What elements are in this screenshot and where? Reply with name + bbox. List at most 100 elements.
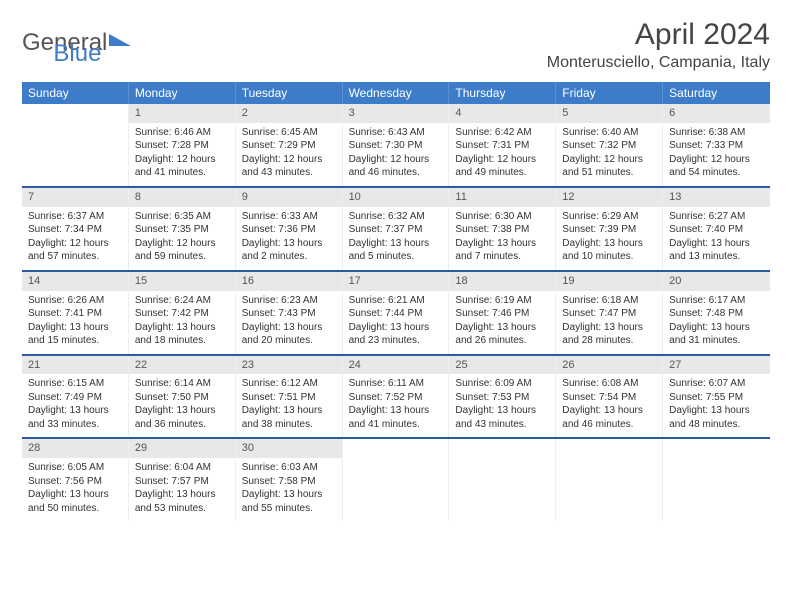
day-cell: 29Sunrise: 6:04 AMSunset: 7:57 PMDayligh… xyxy=(129,439,236,521)
day-number: 28 xyxy=(22,439,128,458)
day-cell xyxy=(556,439,663,521)
day-body: Sunrise: 6:38 AMSunset: 7:33 PMDaylight:… xyxy=(663,123,770,186)
day-number: 24 xyxy=(343,356,449,375)
day-number: 7 xyxy=(22,188,128,207)
sunrise-text: Sunrise: 6:04 AM xyxy=(135,461,229,475)
day-header-row: Sunday Monday Tuesday Wednesday Thursday… xyxy=(22,82,770,104)
day-cell xyxy=(22,104,129,186)
day-number: 4 xyxy=(449,104,555,123)
day-cell: 5Sunrise: 6:40 AMSunset: 7:32 PMDaylight… xyxy=(556,104,663,186)
week-row: 7Sunrise: 6:37 AMSunset: 7:34 PMDaylight… xyxy=(22,188,770,272)
day-cell: 6Sunrise: 6:38 AMSunset: 7:33 PMDaylight… xyxy=(663,104,770,186)
sunset-text: Sunset: 7:41 PM xyxy=(28,307,122,321)
week-row: 21Sunrise: 6:15 AMSunset: 7:49 PMDayligh… xyxy=(22,356,770,440)
daylight-text: Daylight: 13 hours and 31 minutes. xyxy=(669,321,764,348)
day-number: 22 xyxy=(129,356,235,375)
sunrise-text: Sunrise: 6:42 AM xyxy=(455,126,549,140)
day-cell: 11Sunrise: 6:30 AMSunset: 7:38 PMDayligh… xyxy=(449,188,556,270)
day-body: Sunrise: 6:04 AMSunset: 7:57 PMDaylight:… xyxy=(129,458,235,521)
day-body: Sunrise: 6:37 AMSunset: 7:34 PMDaylight:… xyxy=(22,207,128,270)
day-number: 1 xyxy=(129,104,235,123)
sunset-text: Sunset: 7:48 PM xyxy=(669,307,764,321)
day-number: 19 xyxy=(556,272,662,291)
week-row: 1Sunrise: 6:46 AMSunset: 7:28 PMDaylight… xyxy=(22,104,770,188)
sunrise-text: Sunrise: 6:29 AM xyxy=(562,210,656,224)
daylight-text: Daylight: 13 hours and 13 minutes. xyxy=(669,237,764,264)
day-number: 10 xyxy=(343,188,449,207)
day-number: 30 xyxy=(236,439,342,458)
sunrise-text: Sunrise: 6:37 AM xyxy=(28,210,122,224)
daylight-text: Daylight: 13 hours and 55 minutes. xyxy=(242,488,336,515)
day-body: Sunrise: 6:45 AMSunset: 7:29 PMDaylight:… xyxy=(236,123,342,186)
day-number: 14 xyxy=(22,272,128,291)
sunrise-text: Sunrise: 6:11 AM xyxy=(349,377,443,391)
day-body: Sunrise: 6:46 AMSunset: 7:28 PMDaylight:… xyxy=(129,123,235,186)
day-number: 18 xyxy=(449,272,555,291)
day-body: Sunrise: 6:07 AMSunset: 7:55 PMDaylight:… xyxy=(663,374,770,437)
sunset-text: Sunset: 7:51 PM xyxy=(242,391,336,405)
day-cell: 7Sunrise: 6:37 AMSunset: 7:34 PMDaylight… xyxy=(22,188,129,270)
sunrise-text: Sunrise: 6:23 AM xyxy=(242,294,336,308)
sunrise-text: Sunrise: 6:30 AM xyxy=(455,210,549,224)
page-header: General Blue April 2024 Monterusciello, … xyxy=(22,18,770,72)
daylight-text: Daylight: 13 hours and 15 minutes. xyxy=(28,321,122,348)
day-body xyxy=(556,458,662,467)
day-body xyxy=(449,458,555,467)
day-cell: 2Sunrise: 6:45 AMSunset: 7:29 PMDaylight… xyxy=(236,104,343,186)
sunset-text: Sunset: 7:32 PM xyxy=(562,139,656,153)
day-number: 17 xyxy=(343,272,449,291)
day-number: 11 xyxy=(449,188,555,207)
daylight-text: Daylight: 13 hours and 7 minutes. xyxy=(455,237,549,264)
sunrise-text: Sunrise: 6:18 AM xyxy=(562,294,656,308)
sunrise-text: Sunrise: 6:32 AM xyxy=(349,210,443,224)
day-body xyxy=(663,458,770,467)
daylight-text: Daylight: 13 hours and 46 minutes. xyxy=(562,404,656,431)
day-header-thursday: Thursday xyxy=(449,82,556,104)
sunset-text: Sunset: 7:29 PM xyxy=(242,139,336,153)
day-number: 12 xyxy=(556,188,662,207)
day-cell xyxy=(663,439,770,521)
title-block: April 2024 Monterusciello, Campania, Ita… xyxy=(547,18,770,72)
sunset-text: Sunset: 7:49 PM xyxy=(28,391,122,405)
day-cell: 13Sunrise: 6:27 AMSunset: 7:40 PMDayligh… xyxy=(663,188,770,270)
day-number: 5 xyxy=(556,104,662,123)
day-body: Sunrise: 6:40 AMSunset: 7:32 PMDaylight:… xyxy=(556,123,662,186)
daylight-text: Daylight: 12 hours and 49 minutes. xyxy=(455,153,549,180)
daylight-text: Daylight: 12 hours and 43 minutes. xyxy=(242,153,336,180)
daylight-text: Daylight: 13 hours and 50 minutes. xyxy=(28,488,122,515)
sunset-text: Sunset: 7:44 PM xyxy=(349,307,443,321)
day-body: Sunrise: 6:11 AMSunset: 7:52 PMDaylight:… xyxy=(343,374,449,437)
day-header-tuesday: Tuesday xyxy=(236,82,343,104)
sunset-text: Sunset: 7:58 PM xyxy=(242,475,336,489)
day-cell: 14Sunrise: 6:26 AMSunset: 7:41 PMDayligh… xyxy=(22,272,129,354)
sunset-text: Sunset: 7:36 PM xyxy=(242,223,336,237)
sunset-text: Sunset: 7:28 PM xyxy=(135,139,229,153)
day-body: Sunrise: 6:33 AMSunset: 7:36 PMDaylight:… xyxy=(236,207,342,270)
sunrise-text: Sunrise: 6:07 AM xyxy=(669,377,764,391)
day-cell: 21Sunrise: 6:15 AMSunset: 7:49 PMDayligh… xyxy=(22,356,129,438)
day-body xyxy=(22,123,128,132)
daylight-text: Daylight: 13 hours and 20 minutes. xyxy=(242,321,336,348)
day-cell: 8Sunrise: 6:35 AMSunset: 7:35 PMDaylight… xyxy=(129,188,236,270)
day-cell: 17Sunrise: 6:21 AMSunset: 7:44 PMDayligh… xyxy=(343,272,450,354)
daylight-text: Daylight: 13 hours and 2 minutes. xyxy=(242,237,336,264)
day-cell: 10Sunrise: 6:32 AMSunset: 7:37 PMDayligh… xyxy=(343,188,450,270)
sunset-text: Sunset: 7:50 PM xyxy=(135,391,229,405)
day-cell: 24Sunrise: 6:11 AMSunset: 7:52 PMDayligh… xyxy=(343,356,450,438)
location-text: Monterusciello, Campania, Italy xyxy=(547,54,770,72)
sunset-text: Sunset: 7:56 PM xyxy=(28,475,122,489)
daylight-text: Daylight: 13 hours and 33 minutes. xyxy=(28,404,122,431)
day-header-wednesday: Wednesday xyxy=(343,82,450,104)
day-body: Sunrise: 6:32 AMSunset: 7:37 PMDaylight:… xyxy=(343,207,449,270)
day-number: 3 xyxy=(343,104,449,123)
sunset-text: Sunset: 7:55 PM xyxy=(669,391,764,405)
day-body: Sunrise: 6:30 AMSunset: 7:38 PMDaylight:… xyxy=(449,207,555,270)
sunrise-text: Sunrise: 6:46 AM xyxy=(135,126,229,140)
sunrise-text: Sunrise: 6:27 AM xyxy=(669,210,764,224)
sunrise-text: Sunrise: 6:08 AM xyxy=(562,377,656,391)
daylight-text: Daylight: 13 hours and 43 minutes. xyxy=(455,404,549,431)
daylight-text: Daylight: 13 hours and 10 minutes. xyxy=(562,237,656,264)
day-cell: 9Sunrise: 6:33 AMSunset: 7:36 PMDaylight… xyxy=(236,188,343,270)
sunset-text: Sunset: 7:46 PM xyxy=(455,307,549,321)
sunrise-text: Sunrise: 6:15 AM xyxy=(28,377,122,391)
